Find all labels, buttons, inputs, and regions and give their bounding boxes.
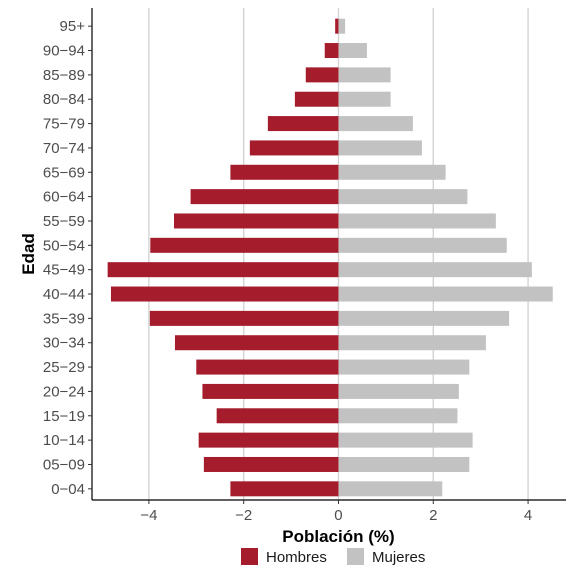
legend-swatch-hombres: [241, 548, 258, 565]
y-tick-label: 60−64: [43, 189, 85, 206]
bar-hombres: [216, 408, 339, 424]
bar-hombres: [110, 286, 339, 302]
y-tick-label: 45−49: [43, 262, 85, 279]
bar-hombres: [324, 43, 339, 59]
legend-label-hombres: Hombres: [266, 549, 327, 566]
y-tick-label: 50−54: [43, 237, 85, 254]
bar-hombres: [196, 359, 339, 375]
bar-mujeres: [338, 408, 458, 424]
bar-hombres: [267, 116, 339, 132]
bar-hombres: [107, 262, 339, 278]
y-tick-label: 70−74: [43, 140, 85, 157]
bar-hombres: [230, 164, 339, 180]
bar-mujeres: [338, 286, 553, 302]
y-tick-label: 40−44: [43, 286, 85, 303]
y-tick-label: 05−09: [43, 456, 85, 473]
bar-mujeres: [338, 262, 532, 278]
y-tick-label: 65−69: [43, 164, 85, 181]
y-tick-label: 35−39: [43, 310, 85, 327]
y-tick-label: 80−84: [43, 91, 85, 108]
bar-hombres: [294, 91, 339, 107]
y-tick-label: 0−04: [51, 481, 85, 498]
bar-hombres: [149, 310, 339, 326]
x-axis-title: Población (%): [282, 527, 394, 546]
x-tick-label: 4: [524, 507, 532, 524]
y-tick-label: 30−34: [43, 335, 85, 352]
y-tick-label: 15−19: [43, 408, 85, 425]
x-tick-label: 0: [334, 507, 342, 524]
bar-hombres: [230, 481, 339, 497]
bar-hombres: [190, 189, 339, 205]
bar-mujeres: [338, 140, 422, 156]
bar-mujeres: [338, 310, 510, 326]
x-tick-label: −2: [235, 507, 252, 524]
bar-mujeres: [338, 189, 468, 205]
bar-mujeres: [338, 164, 446, 180]
bar-mujeres: [338, 43, 367, 59]
bar-hombres: [150, 237, 339, 253]
y-tick-labels: 0−04 05−09 10−14 15−19 20−24 25−29 30−34 35−39 4…: [43, 18, 92, 498]
bar-mujeres: [338, 237, 507, 253]
bar-hombres: [305, 67, 339, 83]
bar-hombres: [202, 383, 339, 399]
y-tick-label: 10−14: [43, 432, 85, 449]
x-tick-label: 2: [429, 507, 437, 524]
bar-mujeres: [338, 335, 486, 351]
axes-layer: [91, 8, 566, 501]
bar-mujeres: [338, 213, 496, 229]
legend: Hombres Mujeres: [241, 548, 425, 566]
bar-mujeres: [338, 481, 443, 497]
y-tick-label: 25−29: [43, 359, 85, 376]
y-axis-title: Edad: [19, 233, 38, 275]
bar-mujeres: [338, 359, 470, 375]
y-tick-label: 55−59: [43, 213, 85, 230]
bars-layer: [107, 18, 553, 497]
legend-swatch-mujeres: [347, 548, 364, 565]
bar-hombres: [249, 140, 339, 156]
x-tick-label: −4: [140, 507, 157, 524]
bar-mujeres: [338, 116, 413, 132]
bar-mujeres: [338, 383, 459, 399]
y-tick-label: 75−79: [43, 116, 85, 133]
bar-hombres: [335, 18, 339, 34]
bar-mujeres: [338, 67, 391, 83]
y-tick-label: 85−89: [43, 67, 85, 84]
y-tick-label: 20−24: [43, 383, 85, 400]
legend-label-mujeres: Mujeres: [372, 549, 425, 566]
bar-hombres: [174, 335, 339, 351]
bar-mujeres: [338, 18, 346, 34]
y-tick-label: 95+: [60, 18, 86, 35]
bar-mujeres: [338, 456, 470, 472]
y-tick-label: 90−94: [43, 43, 85, 60]
bar-hombres: [174, 213, 339, 229]
bar-hombres: [198, 432, 339, 448]
bar-mujeres: [338, 91, 391, 107]
bar-mujeres: [338, 432, 473, 448]
x-tick-labels: −4 −2 0 2 4: [140, 500, 532, 524]
bar-hombres: [203, 456, 339, 472]
